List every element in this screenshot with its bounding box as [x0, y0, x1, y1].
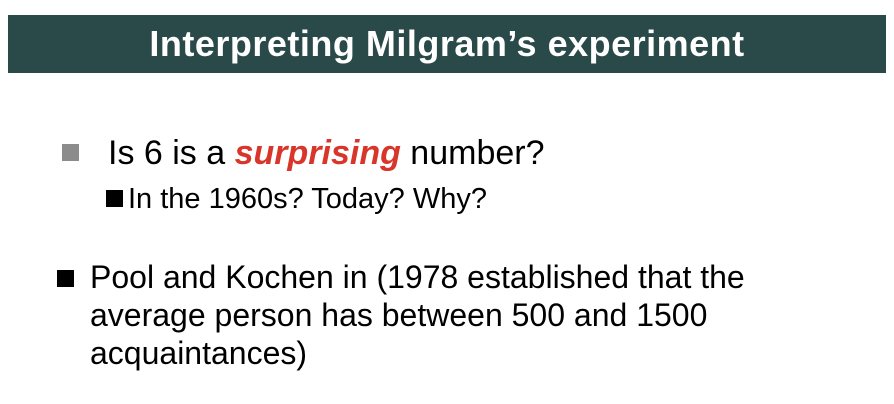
- emphasized-word: surprising: [234, 134, 401, 172]
- sub-bullet-item-timeframes: In the 1960s? Today? Why?: [106, 182, 487, 216]
- black-square-bullet-icon: [57, 270, 74, 287]
- bullet-text-after: number?: [400, 134, 545, 172]
- gray-square-bullet-icon: [62, 144, 79, 161]
- bullet-item-surprising-number: Is 6 is a surprising number?: [62, 132, 545, 174]
- bullet-text: Is 6 is a surprising number?: [108, 132, 545, 174]
- black-square-bullet-icon: [106, 190, 123, 207]
- slide-title: Interpreting Milgram’s experiment: [149, 23, 745, 64]
- bullet-text-before: Is 6 is a: [108, 134, 235, 172]
- sub-bullet-text: In the 1960s? Today? Why?: [128, 183, 487, 215]
- title-bar: Interpreting Milgram’s experiment: [8, 15, 886, 73]
- bullet-item-pool-kochen: Pool and Kochen in (1978 established tha…: [57, 258, 830, 372]
- bullet-text: Pool and Kochen in (1978 established tha…: [90, 259, 745, 371]
